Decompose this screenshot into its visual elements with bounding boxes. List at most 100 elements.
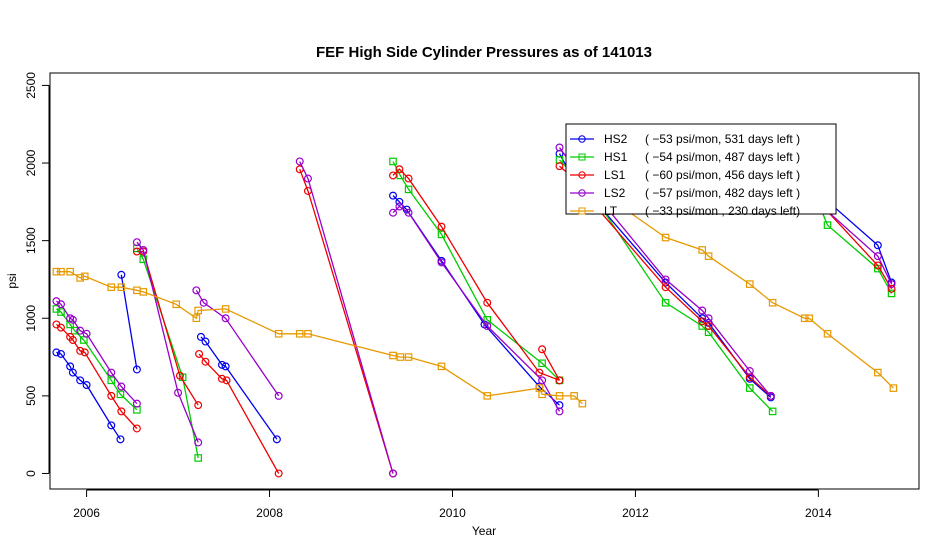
series-line-ls2 (195, 289, 280, 397)
data-point-lt (805, 314, 814, 323)
y-axis-label: psi (5, 273, 19, 288)
data-point-lt (52, 267, 61, 276)
data-point-ls1 (274, 469, 283, 478)
series-line-ls1 (541, 348, 561, 381)
data-point-lt (555, 392, 564, 400)
data-point-hs1 (887, 289, 896, 298)
legend-marker-ls1 (578, 171, 586, 179)
data-point-hs1 (661, 298, 670, 307)
data-point-ls2 (132, 238, 141, 247)
data-point-lt (192, 314, 201, 323)
series-lt (52, 179, 898, 408)
data-point-lt (698, 246, 707, 254)
series-line-hs1 (136, 248, 199, 459)
legend-name-hs1: HS1 (604, 150, 628, 164)
data-point-ls1 (68, 335, 77, 344)
series-line-ls2 (136, 241, 199, 443)
data-point-lt (76, 274, 84, 282)
data-point-lt (396, 353, 405, 361)
legend-box (565, 123, 837, 215)
data-point-ls1 (217, 374, 226, 383)
data-point-ls1 (56, 323, 65, 332)
data-point-ls2 (132, 399, 141, 408)
data-point-ls2 (192, 286, 201, 295)
data-point-ls1 (437, 222, 446, 231)
data-point-ls2 (887, 280, 896, 289)
data-point-lt (295, 329, 304, 338)
legend-text-lt: ( −33 psi/mon , 230 days left) (645, 204, 800, 218)
data-point-ls1 (194, 401, 203, 410)
x-tick-label: 2006 (73, 506, 100, 520)
data-point-hs1 (194, 454, 202, 462)
data-point-lt (704, 252, 713, 260)
data-point-ls1 (873, 261, 882, 270)
data-point-ls2 (82, 329, 91, 338)
data-point-ls1 (698, 317, 707, 326)
data-point-hs2 (873, 241, 882, 250)
series-line-hs2 (392, 195, 560, 406)
data-point-ls2 (295, 157, 304, 166)
data-point-hs2 (56, 349, 65, 358)
y-tick-label: 1000 (24, 305, 38, 332)
data-point-ls2 (274, 391, 283, 400)
data-point-ls1 (704, 322, 713, 331)
data-point-lt (107, 283, 116, 292)
data-point-hs2 (395, 197, 404, 206)
data-point-ls2 (117, 382, 126, 391)
legend-marker-ls2 (578, 189, 586, 197)
chart-title: FEF High Side Cylinder Pressures as of 1… (316, 44, 652, 61)
data-point-hs1 (768, 407, 777, 416)
x-axis-label: Year (472, 524, 496, 538)
data-point-ls1 (661, 283, 670, 292)
series-line-ls1 (198, 353, 280, 474)
series-line-lt (587, 182, 894, 389)
legend: HS2 ( −53 psi/mon, 531 days left ) HS1 ( −5… (565, 123, 837, 218)
data-point-ls1 (538, 345, 547, 354)
legend-text-ls2: ( −57 psi/mon, 482 days left ) (645, 186, 800, 200)
data-point-lt (437, 362, 446, 371)
y-tick-label: 0 (24, 470, 38, 477)
data-point-ls2 (174, 388, 183, 397)
x-tick-label: 2014 (805, 506, 832, 520)
data-point-lt (404, 353, 413, 361)
data-point-hs1 (745, 384, 754, 392)
series-line-hs2 (200, 336, 278, 440)
data-point-lt (768, 298, 777, 307)
legend-name-lt: LT (604, 204, 618, 218)
data-point-lt (389, 351, 397, 360)
data-point-hs1 (389, 157, 397, 166)
data-point-lt (800, 314, 809, 323)
series-line-ls2 (299, 161, 394, 474)
data-point-ls2 (661, 275, 670, 284)
data-point-ls1 (555, 376, 564, 385)
data-point-hs1 (404, 185, 413, 194)
data-point-ls1 (555, 162, 564, 171)
data-point-ls2 (538, 376, 547, 385)
data-point-ls2 (555, 143, 564, 152)
data-point-lt (80, 272, 89, 281)
data-point-lt (172, 300, 181, 309)
data-point-hs1 (116, 390, 125, 399)
data-point-ls2 (389, 208, 398, 217)
data-point-ls1 (107, 391, 116, 400)
data-point-ls1 (201, 357, 210, 366)
data-point-ls1 (80, 348, 89, 357)
data-point-hs1 (139, 255, 148, 264)
legend-marker-hs1 (578, 153, 586, 161)
data-point-hs1 (107, 376, 116, 385)
data-point-hs2 (389, 191, 398, 200)
data-point-lt (194, 306, 202, 315)
data-point-ls2 (68, 315, 77, 324)
data-point-ls2 (56, 300, 65, 309)
data-point-hs1 (437, 230, 446, 239)
y-tick-label: 1500 (24, 227, 38, 254)
data-point-ls1 (483, 298, 492, 307)
series-line-ls1 (299, 168, 394, 474)
legend-text-ls1: ( −60 psi/mon, 456 days left ) (645, 168, 800, 182)
data-point-hs1 (80, 336, 88, 344)
y-tick-label: 2500 (24, 72, 38, 99)
series-line-ls1 (136, 250, 199, 406)
data-point-lt (661, 233, 670, 242)
data-point-ls2 (139, 245, 148, 254)
